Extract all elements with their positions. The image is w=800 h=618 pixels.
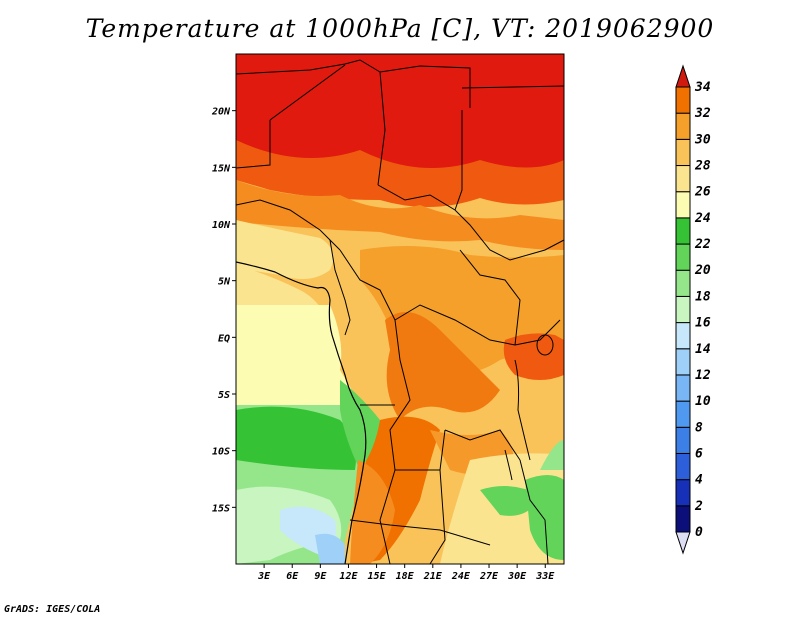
colorbar-bin [675, 322, 691, 350]
lon-tick-label: 33E [535, 571, 555, 582]
colorbar-bin [675, 269, 691, 297]
colorbar-bin [675, 531, 691, 555]
colorbar-label: 8 [695, 420, 703, 435]
lon-tick-label: 3E [257, 571, 271, 582]
colorbar-bin [675, 400, 691, 428]
colorbar-label: 22 [694, 237, 711, 252]
colorbar-bin [675, 243, 691, 271]
latitude-axis: 20N 15N 10N 5N EQ 5S 10S 15S [211, 107, 236, 514]
map-frame [235, 53, 565, 565]
lat-tick-label: 15S [212, 503, 230, 514]
colorbar-label: 20 [694, 263, 711, 278]
colorbar-label: 2 [694, 499, 703, 514]
colorbar-label: 26 [694, 185, 711, 200]
lat-tick-label: 5S [218, 390, 230, 401]
colorbar-label: 32 [694, 106, 711, 121]
colorbar-bin [675, 165, 691, 193]
colorbar-label: 24 [694, 211, 711, 226]
lat-tick-label: 20N [211, 107, 231, 118]
lon-tick-label: 15E [368, 571, 387, 582]
colorbar-bin [675, 479, 691, 507]
colorbar-label: 6 [695, 446, 703, 461]
lon-tick-label: 18E [396, 571, 415, 582]
footer-credit: GrADS: IGES/COLA [4, 604, 101, 615]
lat-tick-label: 10S [212, 447, 230, 458]
colorbar-label: 12 [695, 368, 711, 383]
lat-tick-label: EQ [218, 333, 230, 344]
colorbar-bin [675, 138, 691, 167]
lon-tick-label: 21E [423, 571, 443, 582]
coastline [236, 261, 367, 564]
colorbar-label: 18 [695, 289, 711, 304]
lon-tick-label: 6E [286, 571, 299, 582]
colorbar-bin [675, 295, 691, 324]
lat-tick-label: 15N [212, 163, 231, 174]
colorbar-label: 10 [695, 394, 711, 409]
country-borders [236, 59, 564, 564]
colorbar-bin [675, 217, 691, 245]
colorbar-bin [675, 348, 691, 376]
colorbar-bin [675, 64, 691, 88]
colorbar-label: 34 [694, 80, 711, 95]
lon-tick-label: 30E [507, 571, 527, 582]
lon-tick-label: 12E [339, 571, 358, 582]
colorbar-label: 4 [695, 473, 703, 488]
colorbar-bin [675, 426, 691, 454]
lat-tick-label: 10N [212, 220, 231, 231]
colorbar-label: 0 [695, 525, 703, 540]
colorbar-bin [675, 505, 691, 533]
colorbar-label: 28 [694, 159, 711, 174]
lon-tick-label: 27E [479, 571, 499, 582]
lon-tick-label: 9E [314, 571, 327, 582]
colorbar-bin [675, 191, 691, 219]
lat-tick-label: 5N [218, 277, 231, 288]
map-title: Temperature at 1000hPa [C], VT: 20190629… [85, 14, 715, 43]
colorbar-label: 16 [695, 316, 711, 331]
temperature-field [236, 54, 564, 564]
lon-tick-label: 24E [451, 571, 471, 582]
colorbar-bin [675, 374, 691, 402]
longitude-axis: 3E 6E 9E 12E 15E 18E 21E 24E 27E 30E 33E [257, 564, 555, 582]
colorbar-bin [675, 86, 691, 114]
lakes [504, 334, 554, 481]
colorbar-bin [675, 452, 691, 481]
colorbar-label: 30 [694, 132, 711, 147]
colorbar-label: 14 [695, 342, 711, 357]
colorbar-bin [675, 112, 691, 140]
